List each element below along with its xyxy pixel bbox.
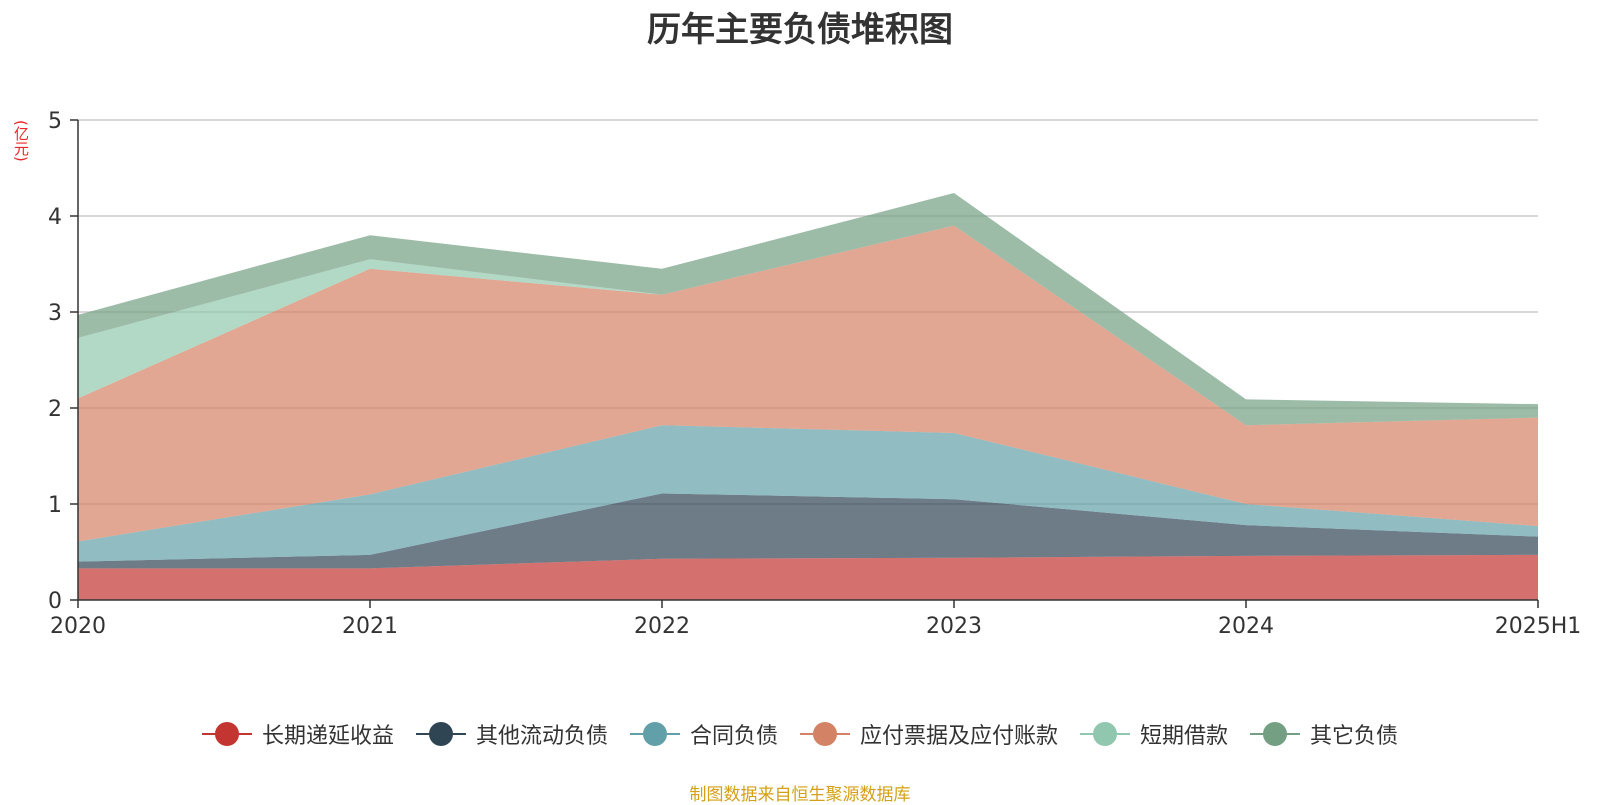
- axes: 0 1 2 3 4 5 2020 2021 2022 2023 2024 2025H1: [48, 109, 1581, 639]
- legend-marker-icon: [629, 722, 680, 746]
- legend-label: 长期递延收益: [261, 724, 394, 749]
- legend-item[interactable]: 合同负债: [629, 718, 778, 750]
- y-tick-label: 4: [48, 205, 62, 230]
- legend-item[interactable]: 其它负债: [1250, 718, 1398, 750]
- legend-label: 短期借款: [1140, 724, 1229, 749]
- legend-label: 应付票据及应付账款: [860, 724, 1059, 749]
- x-tick-label: 2021: [342, 614, 398, 639]
- y-tick-label: 5: [48, 109, 62, 134]
- x-tick-label: 2020: [50, 614, 106, 639]
- legend-marker-icon: [1250, 722, 1301, 746]
- legend-marker-icon: [800, 722, 850, 746]
- y-tick-label: 0: [48, 589, 62, 614]
- area-series-1: [78, 493, 1538, 569]
- legend-label: 其它负债: [1310, 724, 1399, 749]
- x-tick-label: 2022: [634, 614, 690, 639]
- y-tick-label: 2: [48, 397, 62, 422]
- area-series-0: [78, 554, 1538, 600]
- chart-title: 历年主要负债堆积图: [647, 10, 953, 50]
- area-series-3: [78, 225, 1538, 542]
- legend-item[interactable]: 短期借款: [1080, 718, 1228, 750]
- legend-item[interactable]: 应付票据及应付账款: [800, 718, 1058, 750]
- y-tick-label: 3: [48, 301, 62, 326]
- legend-label: 合同负债: [689, 724, 778, 749]
- legend-marker-icon: [415, 722, 466, 746]
- legend: 长期递延收益 其他流动负债 合同负债 应付票据及应付账款 短期借款 其它负债: [0, 718, 1600, 750]
- source-note: 制图数据来自恒生聚源数据库: [689, 785, 911, 805]
- y-axis-unit-label: (亿元): [12, 120, 30, 162]
- area-series-2: [78, 425, 1538, 562]
- legend-item[interactable]: 长期递延收益: [201, 718, 394, 750]
- legend-marker-icon: [201, 722, 252, 746]
- x-tick-label: 2025H1: [1495, 614, 1582, 639]
- legend-item[interactable]: 其他流动负债: [415, 718, 608, 750]
- legend-marker-icon: [1080, 722, 1131, 746]
- x-tick-label: 2023: [926, 614, 982, 639]
- area-series-layer: [78, 192, 1538, 600]
- x-tick-label: 2024: [1218, 614, 1274, 639]
- legend-label: 其他流动负债: [475, 724, 608, 749]
- area-series-5: [78, 192, 1538, 426]
- y-tick-label: 1: [48, 493, 62, 518]
